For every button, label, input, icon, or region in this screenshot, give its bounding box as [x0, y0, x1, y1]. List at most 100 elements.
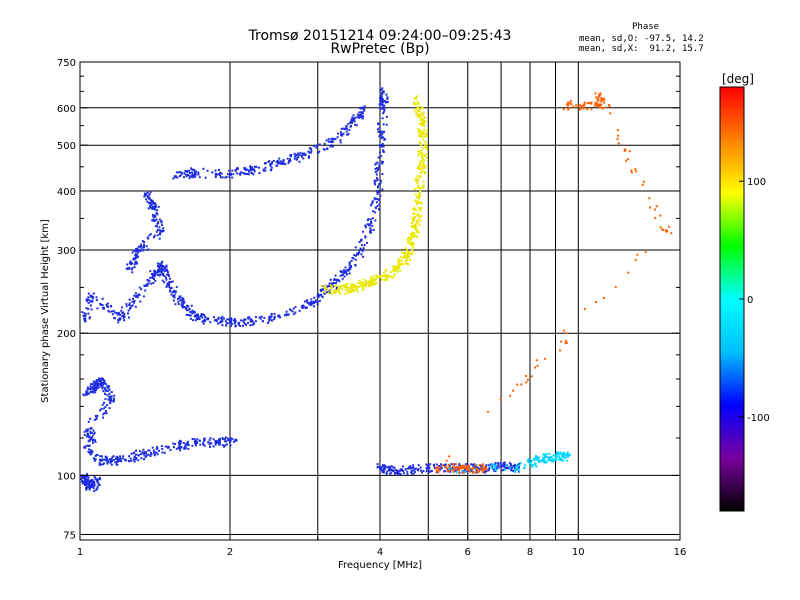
data-point: [91, 297, 94, 300]
data-point: [197, 316, 200, 319]
data-point: [294, 155, 297, 158]
data-point: [419, 119, 422, 122]
data-point: [550, 458, 553, 461]
data-point: [309, 151, 312, 154]
data-point: [375, 282, 378, 285]
data-point: [85, 487, 88, 490]
data-point: [614, 286, 617, 289]
data-point: [102, 416, 105, 419]
data-point: [187, 314, 190, 317]
data-point: [186, 442, 189, 445]
data-point: [94, 477, 97, 480]
data-point: [150, 203, 153, 206]
data-point: [143, 454, 146, 457]
data-point: [409, 242, 413, 246]
data-point: [347, 290, 350, 293]
data-point: [113, 311, 116, 314]
data-point: [151, 277, 154, 280]
data-point: [127, 312, 130, 315]
data-point: [414, 234, 417, 237]
data-point: [565, 332, 568, 335]
data-point: [356, 252, 360, 256]
data-point: [323, 292, 326, 295]
data-point: [352, 114, 355, 117]
data-point: [307, 156, 310, 159]
data-point: [409, 232, 412, 235]
data-point: [517, 466, 520, 469]
data-point: [279, 160, 282, 163]
data-point: [354, 116, 357, 119]
data-point: [177, 302, 180, 305]
data-point: [565, 341, 568, 344]
data-point: [398, 470, 401, 473]
data-point: [89, 427, 92, 430]
colorbar-tick-label: 100: [747, 177, 766, 188]
data-point: [137, 459, 140, 462]
data-point: [351, 290, 354, 293]
data-point: [195, 314, 198, 317]
data-point: [121, 457, 124, 460]
data-point: [310, 150, 313, 153]
data-point: [160, 271, 163, 274]
data-point: [535, 454, 538, 457]
data-point: [240, 171, 243, 174]
data-point: [413, 109, 416, 112]
data-point: [194, 444, 197, 447]
data-point: [419, 161, 422, 164]
data-point: [416, 221, 419, 224]
data-point: [420, 214, 423, 217]
data-point: [94, 391, 97, 394]
data-point: [112, 309, 115, 312]
data-point: [416, 181, 419, 184]
data-point: [406, 470, 409, 473]
data-point: [378, 126, 381, 129]
data-point: [378, 183, 381, 186]
data-point: [181, 306, 184, 309]
data-point: [409, 465, 412, 468]
data-point: [121, 312, 124, 315]
data-point: [236, 172, 239, 175]
data-point: [270, 166, 273, 169]
data-point: [158, 267, 161, 270]
data-point: [350, 259, 353, 262]
data-point: [392, 469, 395, 472]
data-point: [87, 312, 90, 315]
data-point: [552, 458, 555, 461]
data-point: [221, 437, 224, 440]
data-point: [383, 138, 386, 141]
data-point: [233, 322, 236, 325]
data-point: [137, 255, 140, 258]
data-point: [399, 255, 402, 258]
data-point: [469, 468, 472, 471]
data-point: [206, 169, 209, 172]
data-point: [89, 432, 92, 435]
data-point: [319, 293, 322, 296]
data-point: [172, 177, 175, 180]
data-point: [149, 276, 152, 279]
data-point: [318, 143, 321, 146]
data-point: [417, 102, 420, 105]
data-point: [351, 117, 354, 120]
data-point: [293, 313, 296, 316]
data-point: [300, 155, 303, 158]
data-point: [413, 223, 417, 227]
data-point: [479, 468, 482, 471]
data-point: [151, 446, 154, 449]
data-point: [82, 481, 85, 484]
data-point: [600, 100, 603, 103]
data-point: [147, 207, 150, 210]
data-point: [393, 466, 396, 469]
data-point: [361, 248, 364, 251]
data-point: [178, 449, 181, 452]
data-point: [379, 108, 382, 111]
data-point: [594, 300, 597, 303]
data-point: [96, 454, 99, 457]
data-point: [373, 179, 376, 182]
data-point: [424, 146, 427, 149]
data-point: [345, 126, 348, 129]
data-point: [86, 478, 89, 481]
data-point: [134, 253, 137, 256]
data-point: [165, 273, 168, 276]
data-point: [560, 458, 563, 461]
data-point: [372, 275, 375, 278]
